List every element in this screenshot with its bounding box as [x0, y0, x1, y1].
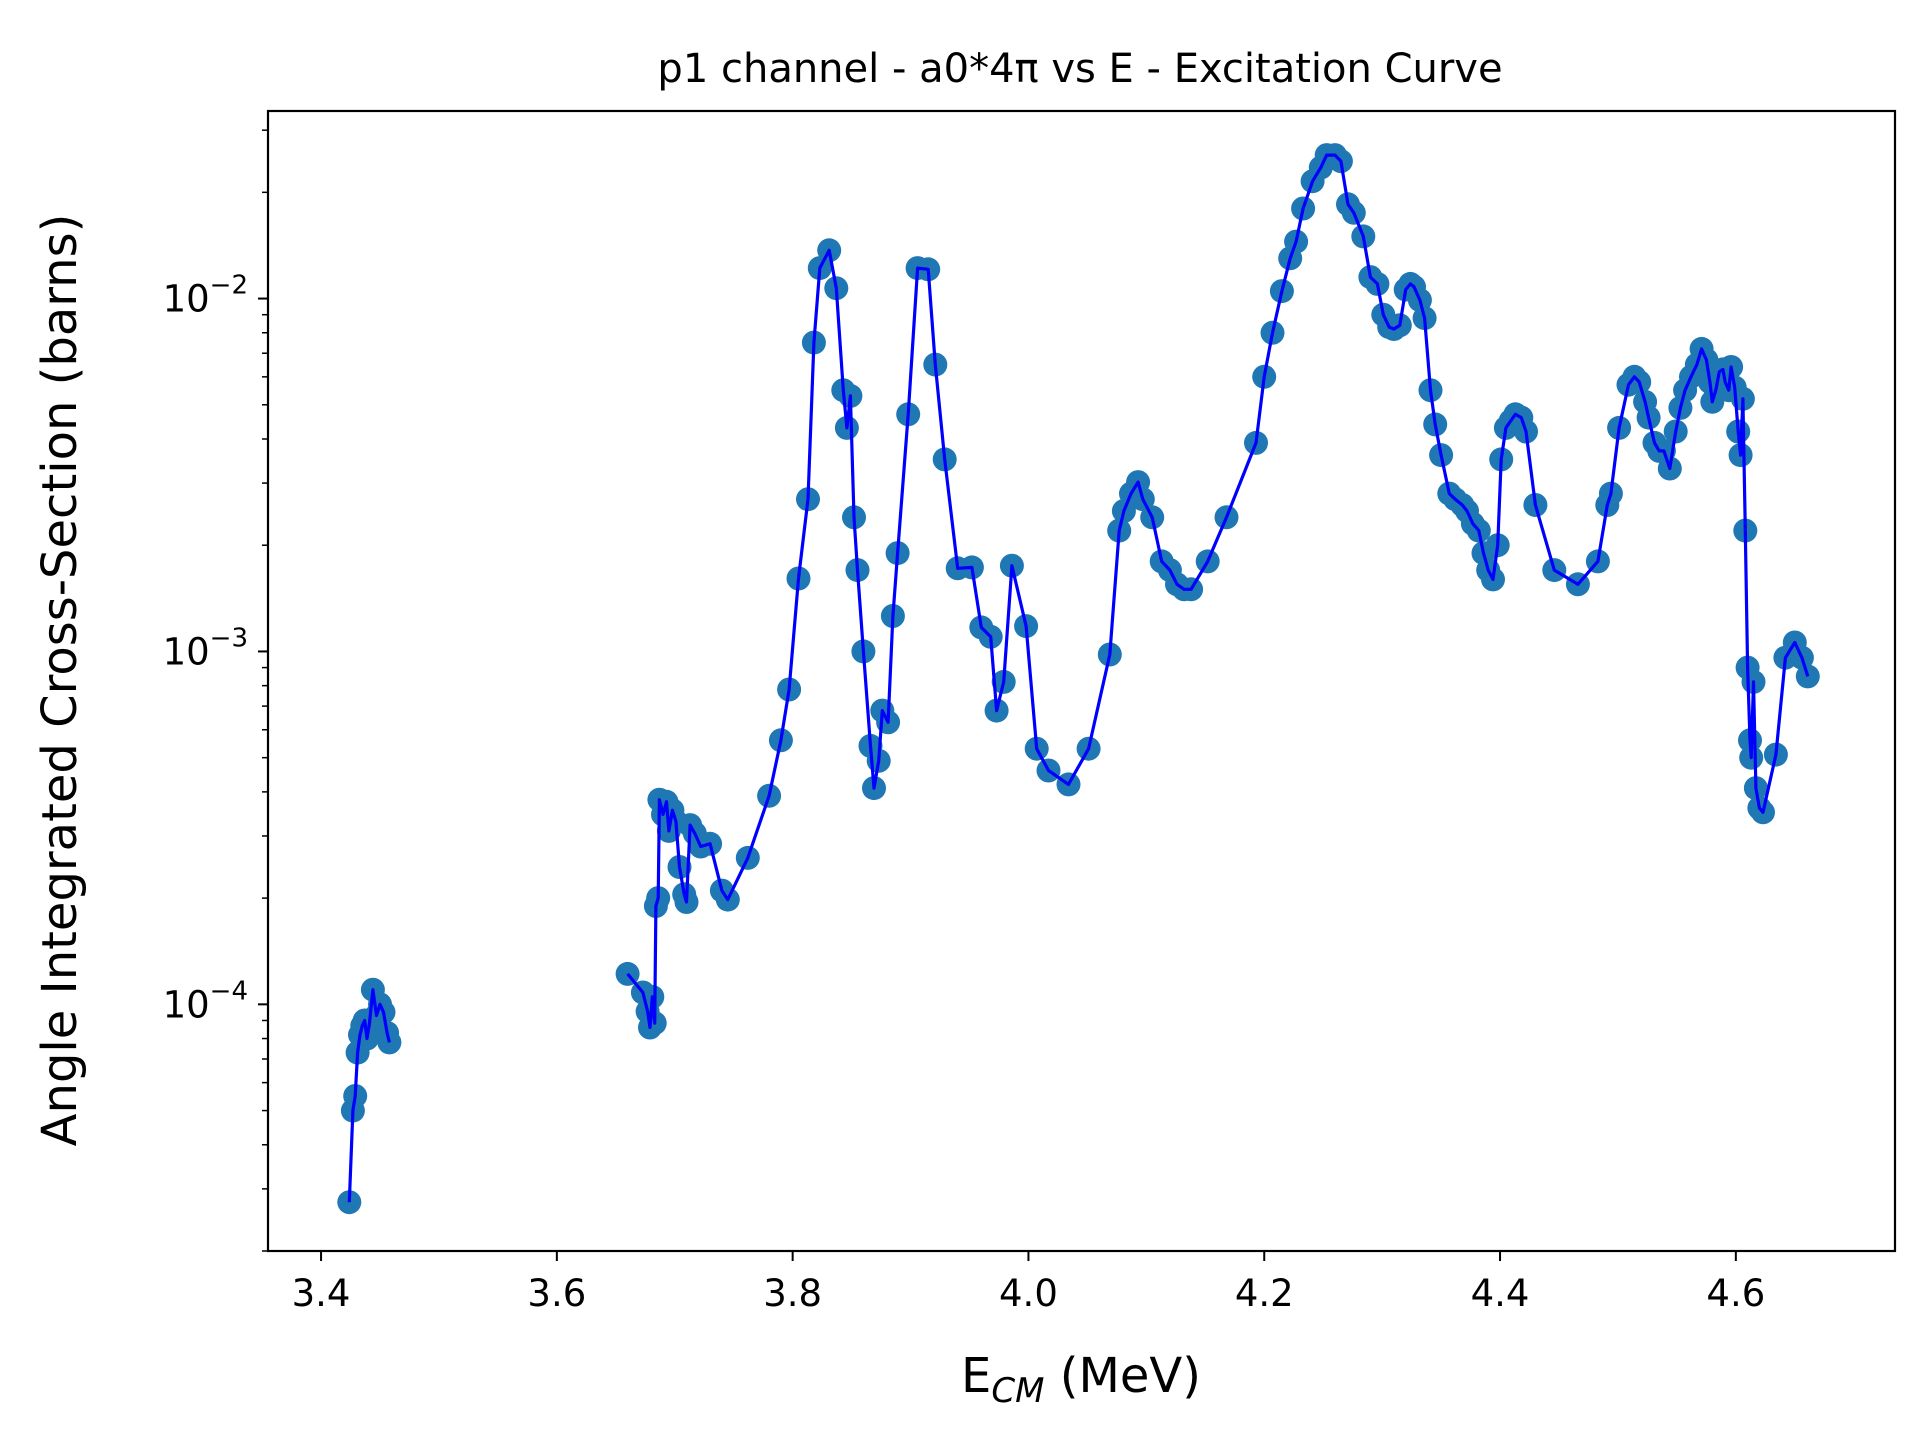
x-tick-label: 3.6 [527, 1272, 586, 1315]
x-axis-label-main: E [961, 1348, 991, 1404]
x-tick-label: 3.8 [763, 1272, 822, 1315]
x-tick-label: 4.0 [999, 1272, 1058, 1315]
x-axis-label-subscript: CM [991, 1371, 1044, 1411]
y-tick-exponent: −2 [210, 271, 248, 301]
x-tick-label: 4.2 [1235, 1272, 1294, 1315]
y-tick-label: 10−2 [163, 271, 248, 321]
series-lines [347, 153, 1810, 1203]
x-axis-label: ECM (MeV) [961, 1348, 1201, 1411]
y-tick-base: 10 [163, 983, 210, 1026]
y-tick-base: 10 [163, 278, 210, 321]
plot-area-frame [266, 109, 1897, 1253]
y-tick-label: 10−4 [163, 976, 248, 1026]
data-layer [337, 143, 1820, 1215]
x-axis-label-unit: (MeV) [1044, 1348, 1201, 1404]
x-tick-label: 3.4 [292, 1272, 351, 1315]
y-axis-label: Angle Integrated Cross-Section (barns) [32, 214, 88, 1147]
series-line-segment [347, 988, 391, 1203]
x-axis: 3.4 3.6 3.8 4.0 4.2 4.4 4.6 [292, 1251, 1765, 1315]
x-tick-label: 4.6 [1706, 1272, 1765, 1315]
chart-title: p1 channel - a0*4π vs E - Excitation Cur… [657, 46, 1502, 92]
series-line-segment [626, 153, 1810, 1030]
y-tick-exponent: −4 [210, 976, 248, 1006]
y-tick-exponent: −3 [210, 623, 248, 653]
y-tick-base: 10 [163, 630, 210, 673]
y-tick-label: 10−3 [163, 623, 248, 673]
x-tick-label: 4.4 [1471, 1272, 1530, 1315]
y-axis: 10−410−310−2 [163, 129, 268, 1252]
